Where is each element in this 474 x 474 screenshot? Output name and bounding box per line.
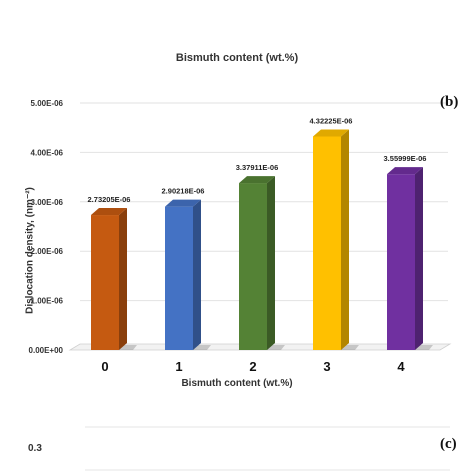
panel-label-c: (c) — [440, 436, 457, 452]
panel-label-b: (b) — [440, 94, 459, 110]
bar-side — [119, 208, 127, 350]
bar-1 — [165, 206, 193, 350]
bar-top — [313, 129, 349, 137]
data-label: 3.55999E-06 — [384, 154, 427, 163]
bar-side — [415, 167, 423, 350]
bar-top — [165, 199, 201, 207]
bar-3 — [313, 136, 341, 350]
y-tick-label: 2.00E-06 — [31, 247, 64, 256]
bar-2 — [239, 183, 267, 350]
top-axis-title: Bismuth content (wt.%) — [175, 52, 299, 64]
data-label: 3.37911E-06 — [236, 163, 279, 172]
x-tick-label: 4 — [397, 359, 405, 374]
y-axis-label: Dislocation density, (nm⁻²) — [24, 187, 36, 314]
x-tick-label: 1 — [175, 359, 182, 374]
y-tick-label: 3.00E-06 — [31, 198, 64, 207]
x-tick-label: 2 — [249, 359, 256, 374]
bar-top — [91, 208, 127, 216]
bar-side — [267, 176, 275, 350]
y-tick-label: 4.00E-06 — [31, 148, 64, 157]
data-label: 2.73205E-06 — [88, 195, 131, 204]
x-tick-label: 3 — [323, 359, 330, 374]
y-tick-label: 5.00E-06 — [31, 99, 64, 108]
bar-0 — [91, 215, 119, 350]
x-tick-label: 0 — [101, 359, 108, 374]
bar-top — [387, 167, 423, 175]
y-tick-label: 1.00E-06 — [31, 297, 64, 306]
next-panel-first-tick: 0.3 — [28, 443, 42, 454]
bar-side — [193, 199, 201, 350]
data-label: 4.32225E-06 — [310, 116, 353, 125]
bar-top — [239, 176, 275, 184]
data-label: 2.90218E-06 — [162, 187, 205, 196]
bar-4 — [387, 174, 415, 350]
x-axis-label: Bismuth content (wt.%) — [181, 378, 293, 389]
y-tick-label: 0.00E+00 — [29, 346, 64, 355]
bar-side — [341, 129, 349, 350]
